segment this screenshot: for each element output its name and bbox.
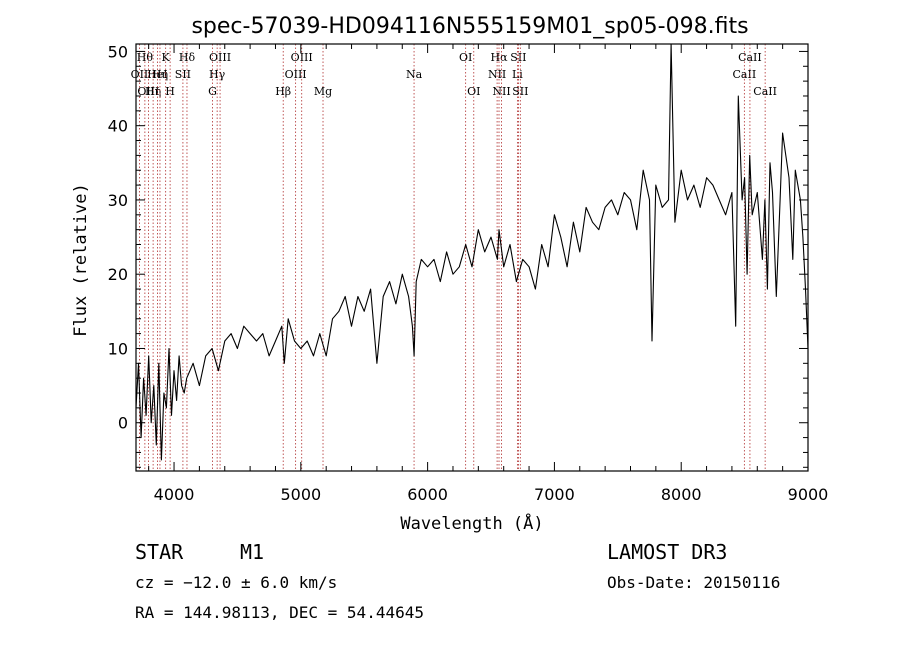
object-class: STAR [135,540,184,564]
line-label-0: OII [131,68,149,81]
coordinates-text: RA = 144.98113, DEC = 54.44645 [135,603,424,622]
line-label-14: OIII [285,68,307,81]
line-label-25: SII [512,85,528,98]
line-label-24: SII [510,51,526,64]
line-label-15: OIII [291,51,313,64]
y-axis-label: Flux (relative) [71,183,91,337]
line-label-3: Hη [145,85,161,98]
line-label-28: CaII [753,85,777,98]
object-subclass: M1 [240,540,265,564]
line-label-21: Hα [490,51,508,64]
y-tick-label-4: 40 [108,117,128,136]
y-tick-label-2: 20 [108,265,128,284]
ticks-layer: 4000 5000 6000 7000 8000 9000 0 10 20 30 40 50 [108,42,829,504]
line-label-7: H [165,85,175,98]
x-tick-label-3: 7000 [534,485,575,504]
emission-lines-layer: OIIHθOIIIHηHeIHηKHSIIHδGHγOIIIHβOIIIOIII… [131,44,777,471]
line-label-12: OIII [209,51,231,64]
line-label-27: CaII [738,51,762,64]
obs-date-text: Obs-Date: 20150116 [607,573,781,592]
y-tick-label-0: 0 [118,414,128,433]
line-label-13: Hβ [275,85,291,98]
line-label-17: Na [406,68,423,81]
survey-name: LAMOST DR3 [607,540,728,564]
line-label-1: Hθ [137,51,154,64]
line-label-5: Hη [152,68,168,81]
y-tick-label-1: 10 [108,339,128,358]
axes-layer [135,43,809,472]
line-label-6: K [162,51,171,64]
line-label-20: NII [488,68,506,81]
line-label-8: SII [175,68,191,81]
chart-title: spec-57039-HD094116N555159M01_sp05-098.f… [191,14,748,39]
x-tick-label-1: 5000 [280,485,321,504]
redshift-text: cz = −12.0 ± 6.0 km/s [135,573,338,592]
y-tick-label-3: 30 [108,191,128,210]
line-label-23: Li [512,68,523,81]
x-tick-label-0: 4000 [154,485,195,504]
line-label-9: Hδ [179,51,196,64]
line-label-16: Mg [314,85,332,98]
x-axis-label: Wavelength (Å) [400,512,543,534]
spectrum-layer [135,43,809,461]
plot-frame [135,43,809,472]
y-tick-label-5: 50 [108,42,128,61]
line-label-11: Hγ [209,68,226,81]
spectrum-series [135,43,809,461]
line-label-18: OI [459,51,472,64]
line-label-10: G [208,85,217,98]
x-tick-label-4: 8000 [661,485,702,504]
line-label-22: NII [492,85,510,98]
x-tick-label-5: 9000 [788,485,829,504]
line-label-2: OIII [137,85,159,98]
line-label-19: OI [467,85,480,98]
x-tick-label-2: 6000 [407,485,448,504]
line-label-26: CaII [733,68,757,81]
line-label-4: HeI [147,68,167,81]
